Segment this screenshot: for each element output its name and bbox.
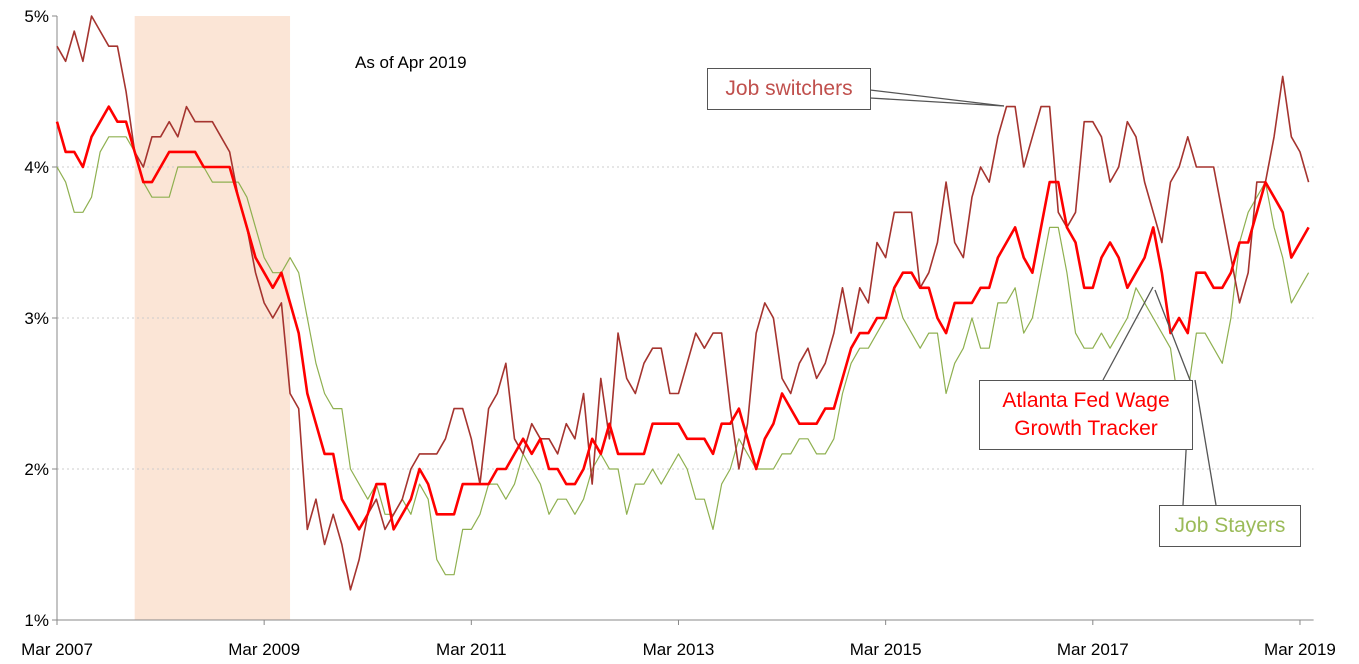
x-tick-label: Mar 2019 xyxy=(1264,640,1336,659)
x-tick-label: Mar 2017 xyxy=(1057,640,1129,659)
leader xyxy=(869,89,1005,107)
callout-job-switchers: Job switchers xyxy=(707,68,871,110)
series-line xyxy=(56,136,1310,576)
leader xyxy=(1102,286,1154,381)
y-tick-label: 1% xyxy=(24,611,49,630)
x-tick-label: Mar 2007 xyxy=(21,640,93,659)
x-tick-label: Mar 2013 xyxy=(643,640,715,659)
series-line xyxy=(55,105,1310,531)
leader xyxy=(1194,379,1217,506)
callout-job-stayers: Job Stayers xyxy=(1159,505,1301,547)
x-tick-label: Mar 2009 xyxy=(228,640,300,659)
y-tick-label: 3% xyxy=(24,309,49,328)
y-tick-label: 4% xyxy=(24,158,49,177)
series-line xyxy=(56,15,1310,591)
x-tick-label: Mar 2011 xyxy=(436,640,507,659)
y-tick-label: 2% xyxy=(24,460,49,479)
x-tick-label: Mar 2015 xyxy=(850,640,922,659)
annotation: As of Apr 2019 xyxy=(355,53,467,72)
callout-overall: Atlanta Fed Wage Growth Tracker xyxy=(979,380,1193,450)
y-tick-label: 5% xyxy=(24,7,49,26)
leader xyxy=(869,97,1005,107)
